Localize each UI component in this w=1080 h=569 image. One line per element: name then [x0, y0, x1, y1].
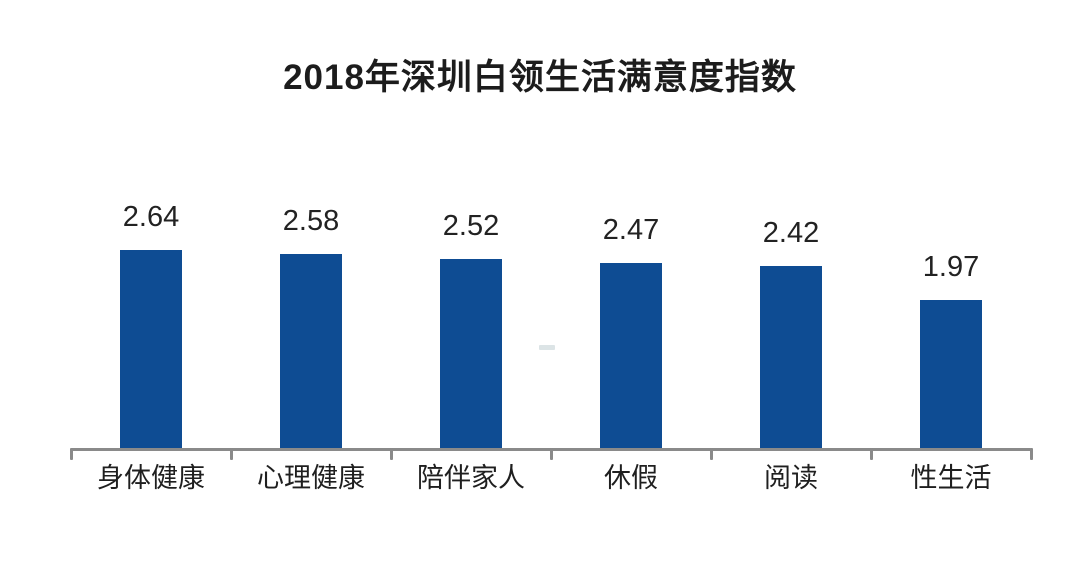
bar-value-label: 2.64 [122, 201, 180, 233]
bar [440, 259, 502, 448]
bar [600, 263, 662, 448]
bar-value-label: 2.58 [282, 205, 340, 237]
bar-group: 2.52 陪伴家人 [391, 0, 551, 569]
x-axis-tick [710, 448, 713, 460]
bar-group: 1.97 性生活 [871, 0, 1031, 569]
x-axis-tick [70, 448, 73, 460]
x-axis-tick-label: 心理健康 [257, 463, 365, 493]
x-axis-tick-label: 阅读 [764, 463, 818, 493]
bar-group: 2.64 身体健康 [71, 0, 231, 569]
bar [920, 300, 982, 448]
x-axis-tick-label: 身体健康 [97, 463, 205, 493]
bar-group: 2.42 阅读 [711, 0, 871, 569]
bar [280, 254, 342, 448]
x-axis-tick [390, 448, 393, 460]
x-axis-tick [870, 448, 873, 460]
x-axis-tick-label: 休假 [604, 463, 658, 493]
chart-title: 2018年深圳白领生活满意度指数 [283, 58, 797, 97]
x-axis-tick [230, 448, 233, 460]
bar-value-label: 2.47 [602, 214, 660, 246]
faint-dash-artifact [539, 345, 555, 350]
bar-group: 2.47 休假 [551, 0, 711, 569]
bar [120, 250, 182, 448]
bar-group: 2.58 心理健康 [231, 0, 391, 569]
bar-value-label: 2.52 [442, 210, 500, 242]
x-axis-tick-label: 性生活 [910, 463, 992, 493]
x-axis-tick [1030, 448, 1033, 460]
x-axis-tick-label: 陪伴家人 [417, 463, 525, 493]
x-axis-tick [550, 448, 553, 460]
bar [760, 266, 822, 448]
bar-value-label: 2.42 [762, 217, 820, 249]
bar-value-label: 1.97 [922, 251, 980, 283]
